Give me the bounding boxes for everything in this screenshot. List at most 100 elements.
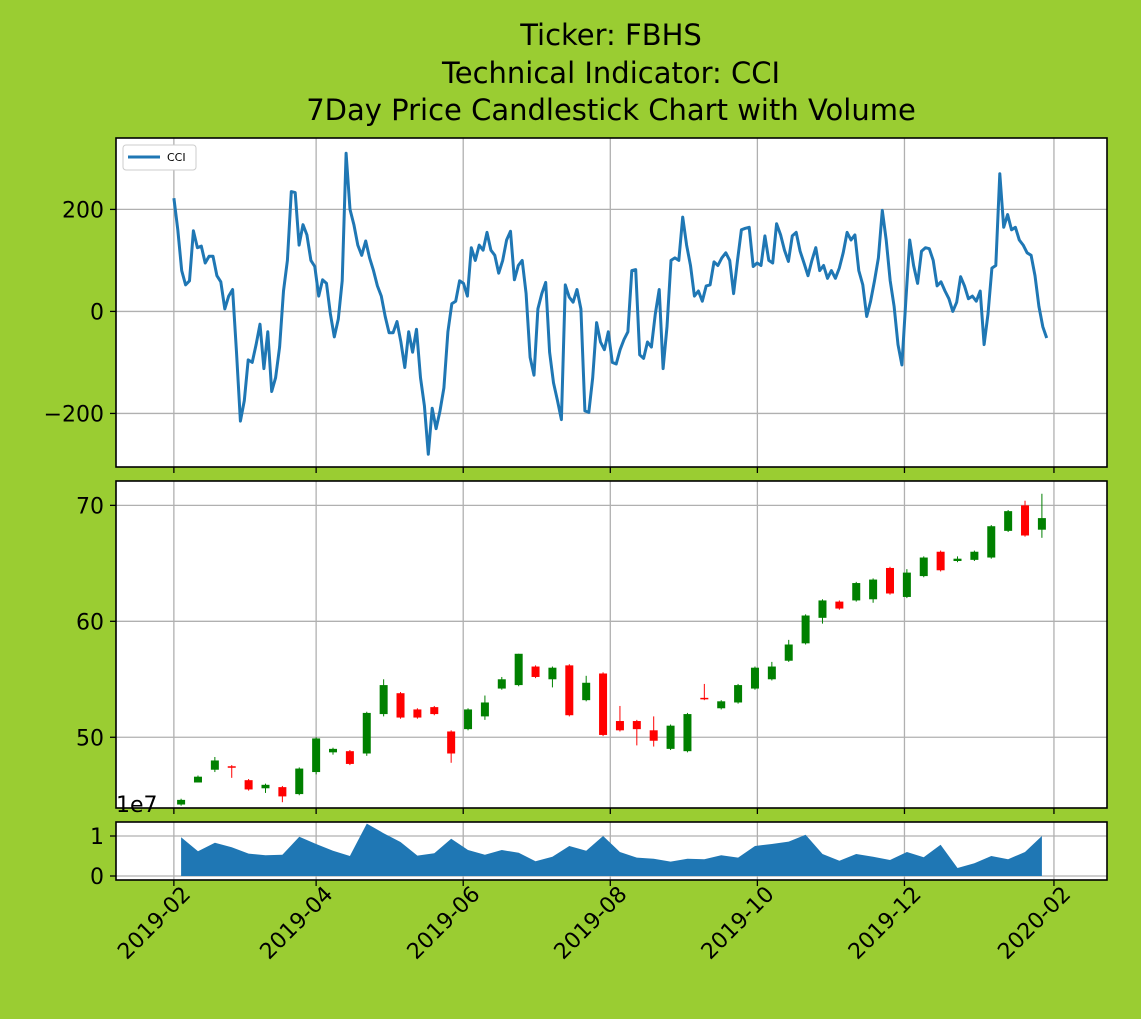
candle-body — [902, 572, 911, 597]
candle-body — [565, 665, 574, 716]
candle-body — [548, 667, 557, 680]
title-line-3: 7Day Price Candlestick Chart with Volume — [306, 93, 916, 127]
candle — [430, 705, 439, 716]
candle — [548, 666, 557, 688]
candle-body — [261, 784, 270, 789]
candle-body — [717, 701, 726, 709]
candle-body — [278, 787, 287, 797]
candle — [835, 600, 844, 610]
plot-area — [116, 481, 1107, 808]
candle — [464, 708, 473, 731]
candle-body — [362, 712, 371, 754]
title-line-2: Technical Indicator: CCI — [441, 56, 780, 90]
candle-body — [1021, 505, 1030, 536]
candle — [497, 676, 506, 690]
candle — [514, 653, 523, 687]
candle-body — [953, 558, 962, 562]
cci-line — [172, 151, 1049, 456]
candle-body — [801, 615, 810, 644]
candle — [295, 767, 304, 796]
candle-body — [649, 730, 658, 741]
candle — [767, 661, 776, 681]
candle-body — [734, 685, 743, 703]
candle-body — [497, 679, 506, 689]
candle — [953, 556, 962, 563]
candle — [379, 679, 388, 717]
y-tick-label: 70 — [76, 494, 104, 519]
candle — [480, 695, 489, 720]
candle — [852, 581, 861, 602]
y-tick-label: 200 — [62, 198, 104, 223]
candle-body — [1037, 518, 1046, 530]
candle-body — [615, 721, 624, 731]
candle-body — [582, 682, 591, 701]
volume-area — [181, 823, 1042, 876]
title-line-1: Ticker: FBHS — [519, 18, 702, 52]
candle-body — [480, 702, 489, 717]
candle — [784, 639, 793, 662]
cci-panel: 200 0 −200 CCI — [44, 137, 1108, 473]
candle-body — [464, 709, 473, 730]
candle-body — [531, 666, 540, 677]
price-panel: 70 60 50 — [76, 480, 1108, 814]
candle-body — [210, 760, 219, 770]
candle-body — [295, 768, 304, 795]
legend-label: CCI — [167, 151, 186, 164]
candle-body — [193, 776, 202, 783]
candle-body — [970, 551, 979, 560]
candle — [902, 569, 911, 599]
candle — [1021, 500, 1030, 537]
plot-border — [115, 821, 1108, 881]
candle — [970, 550, 979, 562]
candle — [413, 708, 422, 719]
candle-body — [936, 551, 945, 571]
candle — [227, 765, 236, 778]
candle-body — [514, 653, 523, 686]
candle-body — [885, 567, 894, 594]
candle — [345, 750, 354, 766]
candle-body — [396, 693, 405, 718]
candle — [750, 666, 759, 690]
candle — [177, 798, 186, 806]
candle — [734, 683, 743, 704]
candle — [312, 737, 321, 775]
candle — [1004, 509, 1013, 533]
candle — [447, 730, 456, 763]
candle — [869, 578, 878, 603]
candle — [632, 719, 641, 746]
candle — [278, 785, 287, 803]
candle — [885, 566, 894, 595]
candle — [936, 550, 945, 572]
candle-body — [345, 751, 354, 764]
candle-body — [177, 799, 186, 805]
candle — [565, 664, 574, 717]
candle — [717, 700, 726, 710]
candle-body — [750, 667, 759, 689]
candle-body — [430, 707, 439, 715]
candle — [210, 756, 219, 773]
candle-body — [244, 780, 253, 790]
candle — [329, 747, 338, 755]
candle-body — [835, 601, 844, 609]
candle-body — [869, 579, 878, 600]
candle-body — [987, 526, 996, 558]
y-tick-label: 0 — [90, 300, 104, 325]
candle — [649, 716, 658, 747]
plot-border — [115, 480, 1108, 809]
chart-title: Ticker: FBHS Technical Indicator: CCI 7D… — [306, 18, 916, 127]
y-tick-label: 50 — [76, 726, 104, 751]
candle — [666, 724, 675, 751]
candle-body — [599, 673, 608, 735]
candle-body — [379, 685, 388, 715]
candle — [193, 775, 202, 783]
candle-body — [852, 583, 861, 601]
candle-body — [818, 600, 827, 618]
candle — [531, 665, 540, 679]
candle — [818, 599, 827, 624]
candle-body — [666, 725, 675, 749]
candle-body — [329, 748, 338, 753]
candle — [582, 675, 591, 702]
candle — [396, 692, 405, 719]
candle — [362, 711, 371, 756]
